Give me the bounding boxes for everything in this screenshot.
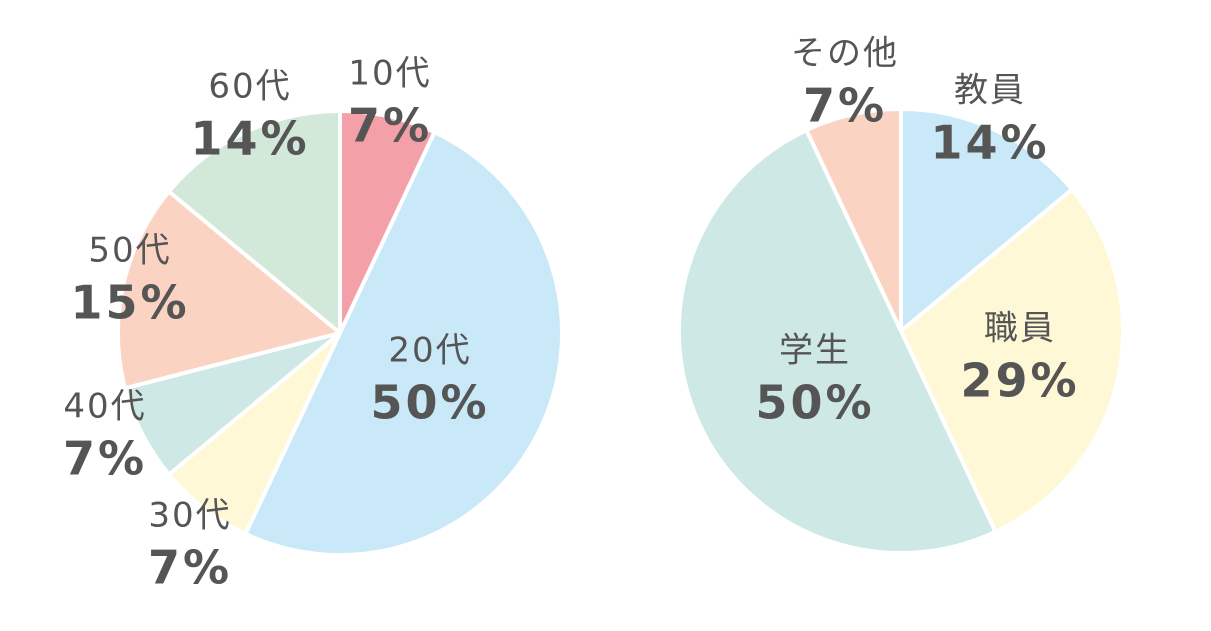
value-label: 50% [755,376,874,430]
pie-slice [804,107,903,333]
value-label: 7% [348,99,432,153]
value-label: 7% [803,79,887,133]
pie-slice [677,128,998,555]
value-label: 29% [960,354,1079,408]
pie-slice [116,189,342,391]
slice-label: 10代 [348,54,431,94]
value-label: 14% [930,116,1049,170]
slice-label: 教員 [954,71,1026,111]
slice-label: 学生 [779,331,851,371]
pie-slice [166,109,342,335]
value-label: 15% [70,276,189,330]
pie-slice [899,107,1075,333]
pie-slice [243,130,564,557]
value-label: 14% [190,112,309,166]
slice-label: 20代 [388,331,471,371]
value-label: 7% [63,432,147,486]
slice-label: 職員 [984,309,1056,349]
slice-label: 60代 [208,67,291,107]
slice-label: 30代 [148,496,231,536]
slice-label: 40代 [63,387,146,427]
slice-label: 50代 [88,231,171,271]
value-label: 50% [370,376,489,430]
slice-label: その他 [791,34,899,74]
value-label: 7% [148,541,232,595]
